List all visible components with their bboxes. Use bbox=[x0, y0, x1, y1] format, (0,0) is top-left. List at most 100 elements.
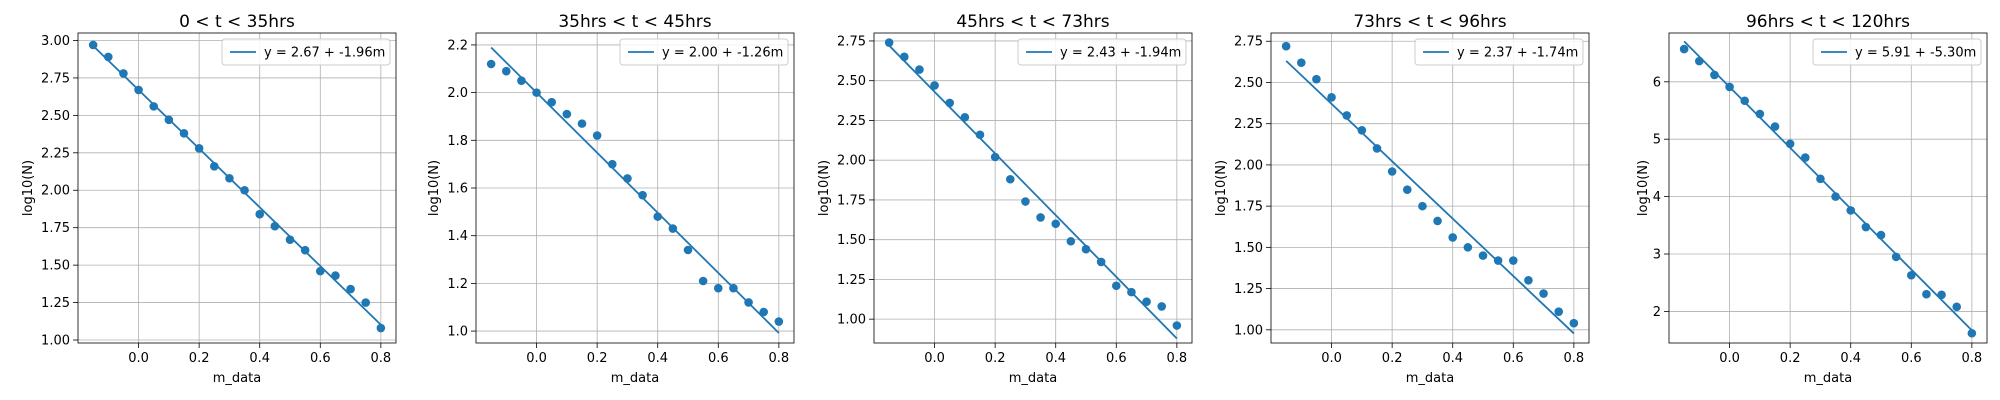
y-tick-label: 3 bbox=[1653, 248, 1661, 263]
x-tick-label: 0.8 bbox=[1167, 351, 1188, 366]
data-point bbox=[1402, 185, 1412, 194]
legend-label: y = 2.67 + -1.96m bbox=[264, 46, 385, 61]
data-point bbox=[592, 131, 602, 140]
fit-line bbox=[1285, 60, 1575, 335]
data-point bbox=[134, 85, 143, 95]
y-tick-label: 2.50 bbox=[1234, 76, 1263, 91]
data-point bbox=[1081, 244, 1091, 254]
chart-title: 35hrs < t < 45hrs bbox=[558, 12, 711, 32]
data-point bbox=[1539, 289, 1548, 298]
y-tick-label: 1.25 bbox=[1234, 282, 1263, 297]
x-tick-label: 0.6 bbox=[1503, 351, 1524, 366]
data-point bbox=[1493, 256, 1503, 265]
data-point bbox=[577, 119, 587, 128]
data-point bbox=[1846, 206, 1856, 215]
x-tick-label: 0.2 bbox=[985, 351, 1006, 366]
data-point bbox=[225, 173, 234, 183]
legend-label: y = 2.37 + -1.74m bbox=[1457, 46, 1578, 61]
y-tick-label: 4 bbox=[1653, 190, 1661, 205]
data-point bbox=[1312, 74, 1321, 84]
x-tick-label: 0.6 bbox=[1901, 351, 1922, 366]
data-point bbox=[209, 161, 219, 171]
x-tick-label: 0.0 bbox=[1719, 351, 1740, 366]
data-point bbox=[915, 65, 924, 74]
y-tick-label: 2.75 bbox=[1234, 35, 1263, 50]
data-point bbox=[930, 81, 939, 90]
data-point bbox=[744, 298, 753, 307]
y-axis-label: log10(N) bbox=[1214, 160, 1229, 216]
y-tick-label: 1.6 bbox=[447, 182, 468, 197]
y-tick-label: 2.0 bbox=[447, 86, 468, 101]
data-point bbox=[1694, 56, 1704, 66]
data-point bbox=[945, 98, 955, 108]
data-point bbox=[1816, 174, 1825, 184]
x-tick-label: 0.0 bbox=[128, 351, 149, 366]
y-tick-label: 2.25 bbox=[1234, 117, 1263, 132]
data-point bbox=[1740, 96, 1750, 106]
x-tick-label: 0.8 bbox=[1962, 351, 1983, 366]
y-tick-label: 1.8 bbox=[447, 134, 468, 149]
x-tick-label: 0.2 bbox=[1780, 351, 1801, 366]
data-point bbox=[1096, 257, 1106, 267]
data-point bbox=[698, 276, 708, 286]
data-point bbox=[759, 307, 769, 317]
y-tick-label: 1.75 bbox=[1234, 200, 1263, 215]
x-tick-label: 0.8 bbox=[1564, 351, 1585, 366]
y-tick-label: 1.2 bbox=[447, 277, 468, 292]
chart-panel-2: 0.0 0.2 0.4 0.6 0.8 1.0 1.2 1.4 1.6 1.8 2.0 2.2 35hr… bbox=[427, 12, 795, 386]
x-tick-label: 0.4 bbox=[249, 351, 270, 366]
data-point bbox=[1937, 290, 1946, 300]
plot-frame bbox=[1668, 32, 1988, 344]
data-point bbox=[179, 129, 189, 138]
data-point bbox=[1952, 302, 1962, 312]
x-tick-label: 0.4 bbox=[647, 351, 668, 366]
data-point bbox=[990, 152, 1000, 162]
data-point bbox=[270, 221, 280, 231]
y-axis-label: log10(N) bbox=[21, 160, 36, 216]
chart-panel-5: 0.0 0.2 0.4 0.6 0.8 2 3 4 5 6 96hrs < t < 120hrs m_… bbox=[1636, 12, 1988, 386]
y-tick-label: 1.75 bbox=[41, 221, 70, 236]
chart-title: 45hrs < t < 73hrs bbox=[956, 12, 1109, 32]
data-point bbox=[1891, 252, 1901, 262]
data-point bbox=[88, 40, 98, 50]
y-tick-label: 1.00 bbox=[1234, 323, 1263, 338]
data-point bbox=[1433, 216, 1442, 226]
data-point bbox=[1281, 41, 1291, 51]
y-tick-label: 1.00 bbox=[837, 313, 866, 328]
data-point bbox=[1922, 289, 1931, 299]
data-point bbox=[774, 317, 784, 326]
plot-frame bbox=[873, 32, 1193, 344]
x-tick-label: 0.8 bbox=[371, 351, 392, 366]
data-point bbox=[255, 209, 265, 219]
data-point bbox=[1005, 174, 1015, 184]
y-tick-label: 2.00 bbox=[41, 184, 70, 199]
data-point bbox=[653, 212, 663, 221]
data-point bbox=[1142, 297, 1151, 306]
y-tick-label: 2.75 bbox=[837, 34, 866, 49]
data-point bbox=[1725, 82, 1734, 92]
y-tick-label: 1.0 bbox=[447, 325, 468, 340]
data-point bbox=[1448, 233, 1458, 242]
chart-panel-1: 0.0 0.2 0.4 0.6 0.8 1.00 1.25 1.50 1.75 2.00 2.25 2… bbox=[21, 12, 397, 386]
x-tick-label: 0.4 bbox=[1442, 351, 1463, 366]
data-point bbox=[638, 190, 647, 200]
data-point bbox=[1478, 251, 1488, 260]
y-tick-label: 1.00 bbox=[41, 334, 70, 349]
x-tick-label: 0.0 bbox=[924, 351, 945, 366]
data-point bbox=[899, 52, 909, 62]
data-point bbox=[668, 224, 678, 233]
data-point bbox=[1463, 243, 1473, 252]
data-point bbox=[346, 284, 355, 294]
y-tick-label: 2.75 bbox=[41, 71, 70, 86]
data-point bbox=[884, 38, 894, 47]
x-tick-label: 0.2 bbox=[587, 351, 608, 366]
data-point bbox=[1876, 230, 1886, 240]
data-point bbox=[300, 245, 310, 255]
y-tick-label: 1.50 bbox=[1234, 241, 1263, 256]
data-point bbox=[729, 283, 738, 293]
data-point bbox=[103, 52, 113, 62]
legend-box bbox=[221, 38, 391, 66]
y-tick-label: 2 bbox=[1653, 305, 1661, 320]
data-point bbox=[1569, 318, 1579, 328]
